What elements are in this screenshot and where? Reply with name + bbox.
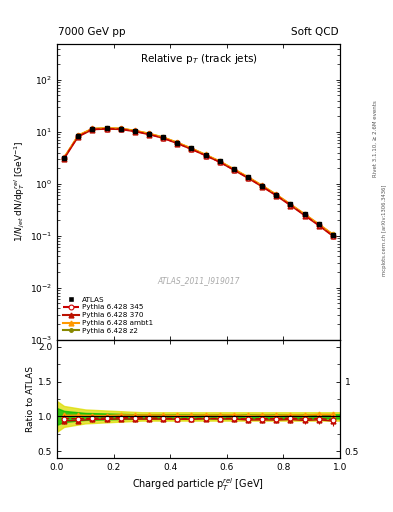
X-axis label: Charged particle p$_{T}^{rel}$ [GeV]: Charged particle p$_{T}^{rel}$ [GeV] — [132, 476, 264, 493]
Text: Rivet 3.1.10, ≥ 2.6M events: Rivet 3.1.10, ≥ 2.6M events — [373, 100, 378, 177]
Text: Relative p$_{T}$ (track jets): Relative p$_{T}$ (track jets) — [140, 52, 257, 67]
Text: mcplots.cern.ch [arXiv:1306.3436]: mcplots.cern.ch [arXiv:1306.3436] — [382, 185, 387, 276]
Text: 7000 GeV pp: 7000 GeV pp — [58, 27, 126, 37]
Y-axis label: $1/N_{jet}$ dN/dp$_{T}^{rel}$ [GeV$^{-1}$]: $1/N_{jet}$ dN/dp$_{T}^{rel}$ [GeV$^{-1}… — [13, 141, 27, 242]
Text: Soft QCD: Soft QCD — [291, 27, 339, 37]
Y-axis label: Ratio to ATLAS: Ratio to ATLAS — [26, 366, 35, 432]
Text: ATLAS_2011_I919017: ATLAS_2011_I919017 — [157, 276, 240, 285]
Legend: ATLAS, Pythia 6.428 345, Pythia 6.428 370, Pythia 6.428 ambt1, Pythia 6.428 z2: ATLAS, Pythia 6.428 345, Pythia 6.428 37… — [61, 294, 155, 336]
